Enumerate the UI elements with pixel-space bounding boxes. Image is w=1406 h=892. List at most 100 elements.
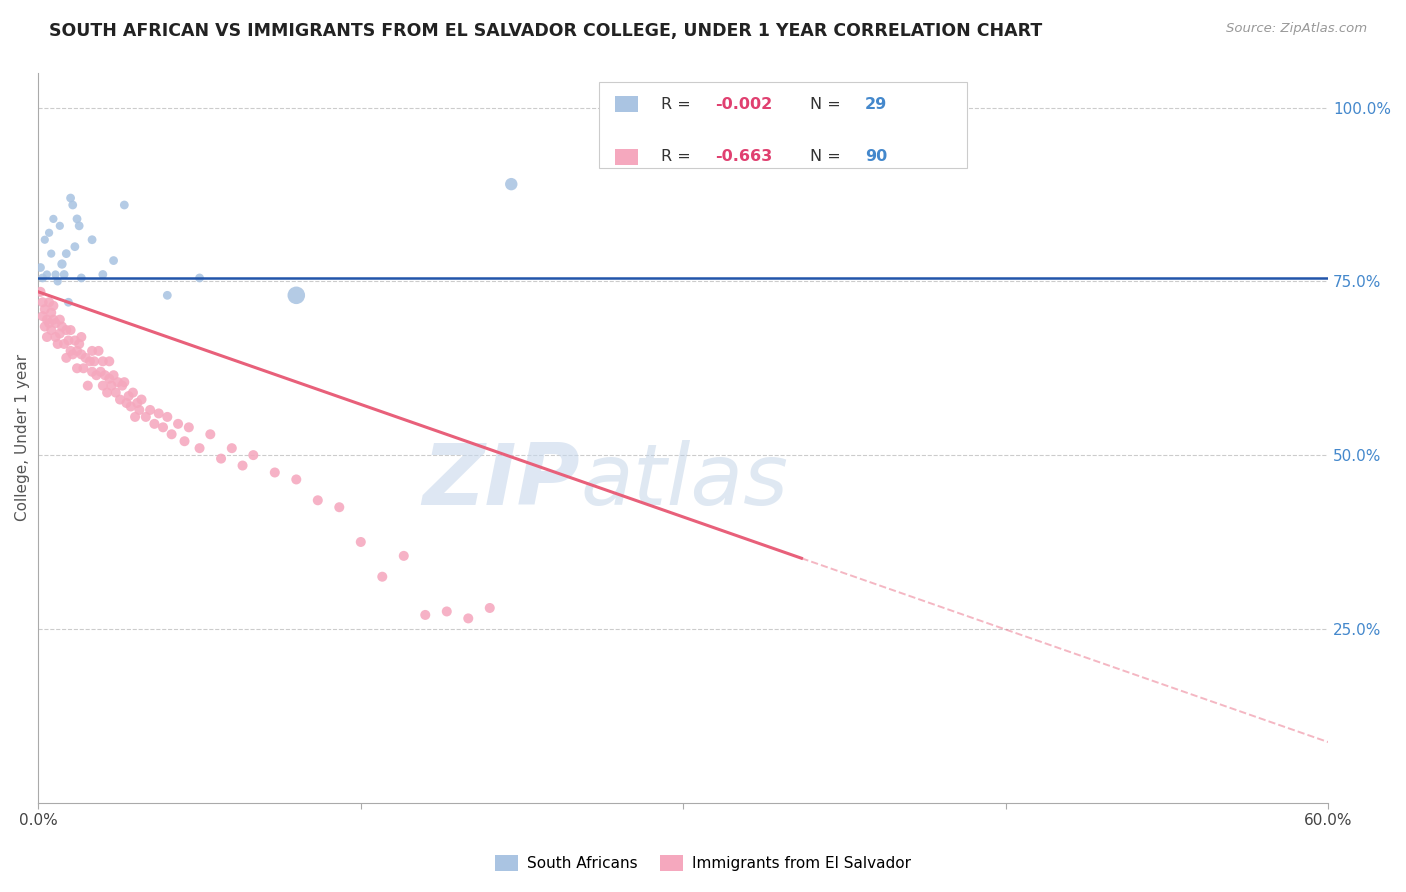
Point bbox=[35, 268, 58, 282]
Point bbox=[160, 427, 183, 442]
Point bbox=[139, 403, 162, 417]
Point bbox=[371, 570, 394, 584]
Point bbox=[35, 330, 58, 344]
Point bbox=[108, 392, 131, 407]
Point bbox=[70, 347, 93, 361]
Point bbox=[49, 326, 72, 341]
Point bbox=[38, 226, 60, 240]
Point bbox=[62, 347, 84, 361]
Text: atlas: atlas bbox=[581, 440, 787, 523]
Point bbox=[107, 375, 129, 389]
Point bbox=[44, 268, 66, 282]
Point bbox=[143, 417, 166, 431]
Point bbox=[79, 354, 101, 368]
Point bbox=[120, 400, 142, 414]
Point bbox=[112, 198, 135, 212]
Point bbox=[457, 611, 479, 625]
Point bbox=[135, 409, 157, 424]
Point bbox=[42, 299, 65, 313]
Point bbox=[413, 607, 436, 622]
Point bbox=[49, 219, 72, 233]
Point bbox=[46, 274, 69, 288]
Point bbox=[70, 330, 93, 344]
Point bbox=[67, 337, 90, 351]
Point bbox=[39, 306, 62, 320]
Point bbox=[55, 323, 77, 337]
Point bbox=[307, 493, 329, 508]
Point bbox=[49, 312, 72, 326]
Point bbox=[96, 385, 118, 400]
Text: R =: R = bbox=[661, 97, 696, 112]
Point bbox=[39, 323, 62, 337]
Point bbox=[39, 246, 62, 260]
Point bbox=[112, 375, 135, 389]
Point bbox=[59, 323, 82, 337]
Point bbox=[122, 385, 145, 400]
Point bbox=[53, 268, 76, 282]
Point bbox=[177, 420, 200, 434]
Point bbox=[285, 288, 308, 302]
Point bbox=[34, 319, 56, 334]
Point bbox=[31, 271, 53, 285]
Point bbox=[53, 337, 76, 351]
Point bbox=[42, 211, 65, 226]
Point bbox=[90, 365, 112, 379]
Point bbox=[131, 392, 153, 407]
Point bbox=[30, 260, 52, 275]
Point bbox=[221, 441, 243, 455]
Point bbox=[31, 309, 53, 323]
Point bbox=[115, 396, 138, 410]
Point bbox=[30, 285, 52, 299]
Point bbox=[63, 240, 86, 254]
Point bbox=[58, 334, 80, 348]
Point bbox=[75, 351, 97, 365]
Point bbox=[103, 368, 125, 383]
Text: Source: ZipAtlas.com: Source: ZipAtlas.com bbox=[1226, 22, 1367, 36]
Point bbox=[70, 271, 93, 285]
Point bbox=[91, 378, 114, 392]
Point bbox=[59, 191, 82, 205]
Point bbox=[173, 434, 195, 449]
Point bbox=[91, 354, 114, 368]
Point bbox=[55, 246, 77, 260]
Point bbox=[80, 233, 103, 247]
FancyBboxPatch shape bbox=[599, 82, 967, 168]
Point bbox=[51, 257, 73, 271]
Point bbox=[42, 312, 65, 326]
Text: 29: 29 bbox=[865, 97, 887, 112]
Point bbox=[63, 334, 86, 348]
Legend: South Africans, Immigrants from El Salvador: South Africans, Immigrants from El Salva… bbox=[488, 849, 918, 877]
Point bbox=[67, 219, 90, 233]
Point bbox=[66, 211, 89, 226]
Point bbox=[232, 458, 254, 473]
Point bbox=[392, 549, 415, 563]
Point bbox=[285, 472, 308, 486]
Point bbox=[104, 385, 127, 400]
Point bbox=[156, 409, 179, 424]
Point bbox=[501, 177, 523, 191]
Point bbox=[72, 361, 94, 376]
Point bbox=[478, 601, 501, 615]
Point bbox=[209, 451, 232, 466]
Point bbox=[103, 253, 125, 268]
Point bbox=[44, 330, 66, 344]
Point bbox=[34, 302, 56, 317]
Point bbox=[66, 361, 89, 376]
Point bbox=[152, 420, 174, 434]
Point bbox=[55, 351, 77, 365]
Point bbox=[156, 288, 179, 302]
Point bbox=[86, 368, 108, 383]
Text: N =: N = bbox=[810, 97, 845, 112]
Point bbox=[328, 500, 350, 515]
Point bbox=[31, 295, 53, 310]
Point bbox=[80, 343, 103, 358]
Y-axis label: College, Under 1 year: College, Under 1 year bbox=[15, 354, 30, 521]
Point bbox=[62, 198, 84, 212]
FancyBboxPatch shape bbox=[614, 96, 638, 112]
Point bbox=[188, 441, 211, 455]
Point bbox=[35, 312, 58, 326]
Point bbox=[242, 448, 264, 462]
Point bbox=[34, 233, 56, 247]
Point bbox=[87, 343, 110, 358]
Point bbox=[263, 466, 285, 480]
